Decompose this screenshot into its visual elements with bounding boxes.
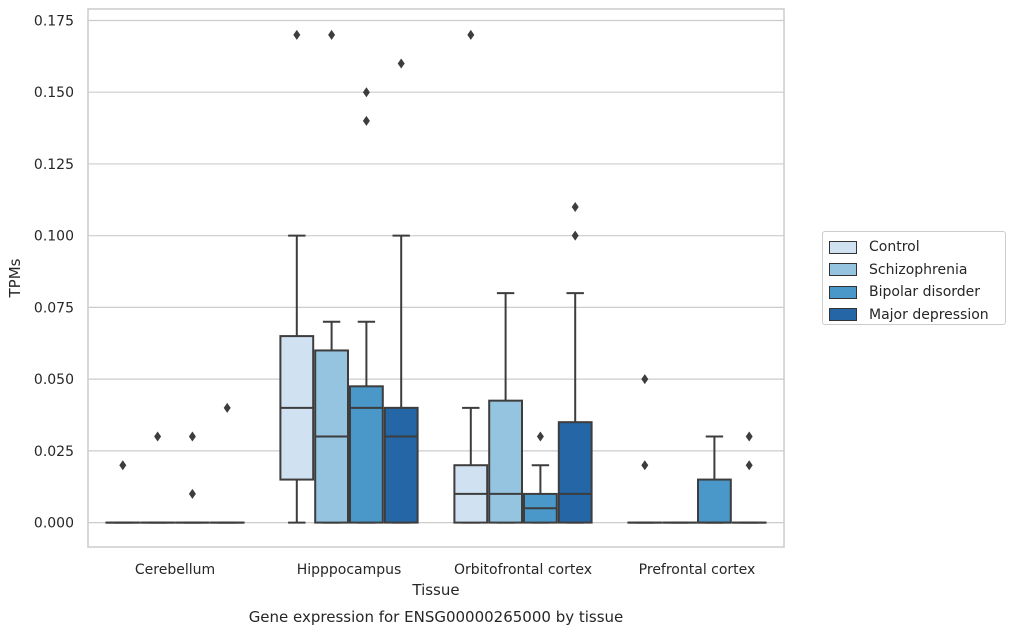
x-tick-label: Prefrontal cortex xyxy=(639,562,756,578)
y-tick-label: 0.100 xyxy=(34,229,74,245)
outlier-point xyxy=(467,29,475,40)
outlier-point xyxy=(745,460,753,471)
legend-label: Bipolar disorder xyxy=(869,284,981,301)
outlier-point xyxy=(571,201,579,212)
legend: Control Schizophrenia Bipolar disorder Majo… xyxy=(822,231,1006,325)
legend-item: Control xyxy=(829,236,1005,259)
x-tick-label: Cerebellum xyxy=(135,562,215,578)
legend-label: Major depression xyxy=(869,306,989,323)
box xyxy=(488,399,524,524)
y-tick-label: 0.000 xyxy=(34,516,74,532)
outlier-point xyxy=(641,460,649,471)
legend-item: Bipolar disorder xyxy=(829,281,1005,304)
outlier-point xyxy=(536,431,544,442)
box xyxy=(349,385,384,524)
outlier-point xyxy=(362,115,370,126)
box xyxy=(383,406,419,524)
legend-label: Schizophrenia xyxy=(869,261,968,278)
y-tick-label: 0.025 xyxy=(34,444,74,460)
legend-swatch xyxy=(829,285,857,299)
outlier-point xyxy=(154,431,162,442)
y-tick-label: 0.125 xyxy=(34,157,74,173)
outlier-point xyxy=(293,29,301,40)
chart-caption: Gene expression for ENSG00000265000 by t… xyxy=(249,608,624,626)
box xyxy=(557,421,593,524)
outlier-point xyxy=(362,87,370,98)
outlier-point xyxy=(188,488,196,499)
box xyxy=(697,478,732,524)
x-axis-label: Tissue xyxy=(411,581,459,599)
y-tick-label: 0.175 xyxy=(34,13,74,29)
plot-area xyxy=(87,8,785,548)
y-tick-label: 0.150 xyxy=(34,85,74,101)
box-series xyxy=(105,29,767,524)
legend-swatch xyxy=(829,263,857,277)
x-tick-labels: Cerebellum Hipppocampus Orbitofrontal cort… xyxy=(135,562,755,578)
x-tick-label: Hipppocampus xyxy=(297,562,402,578)
y-tick-label: 0.075 xyxy=(34,300,74,316)
legend-label: Control xyxy=(869,239,920,256)
outlier-point xyxy=(188,431,196,442)
x-tick-label: Orbitofrontal cortex xyxy=(454,562,592,578)
outlier-point xyxy=(328,29,336,40)
outlier-point xyxy=(223,402,231,413)
outlier-point xyxy=(571,230,579,241)
y-tick-label: 0.050 xyxy=(34,372,74,388)
y-axis-label: TPMs xyxy=(6,258,24,298)
outlier-point xyxy=(641,374,649,385)
outlier-point xyxy=(119,460,127,471)
legend-item: Major depression xyxy=(829,304,1005,327)
legend-swatch xyxy=(829,240,857,254)
y-tick-labels: 0.000 0.025 0.050 0.075 0.100 0.125 0.150 0.175 xyxy=(34,13,74,531)
legend-item: Schizophrenia xyxy=(829,259,1005,282)
legend-swatch xyxy=(829,308,857,322)
outlier-point xyxy=(745,431,753,442)
outlier-point xyxy=(397,58,405,69)
